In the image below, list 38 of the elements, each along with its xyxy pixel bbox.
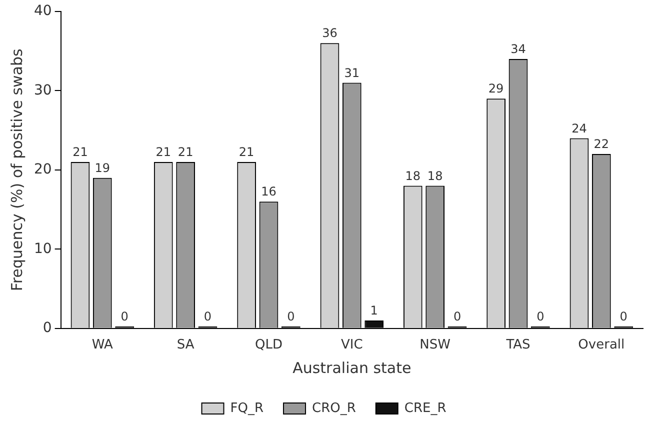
x-tick-label: VIC [341,338,363,353]
y-tick-label: 20 [34,162,52,178]
data-label: 19 [94,160,110,175]
data-label: 31 [344,66,360,80]
x-tick-label: NSW [420,338,451,353]
y-axis-title: Frequency (%) of positive swabs [8,48,26,292]
data-label: 21 [178,145,194,160]
data-label: 24 [572,121,587,136]
data-label: 0 [120,310,128,324]
x-tick-label: TAS [505,338,530,353]
x-tick-label: SA [176,338,194,353]
x-tick-label: WA [92,338,114,353]
data-label: 0 [536,310,544,324]
y-tick-label: 10 [34,240,52,257]
data-label: 1 [370,304,378,318]
data-label: 0 [620,310,628,324]
legend-label: CRO_R [312,400,356,416]
data-label: 16 [261,184,276,199]
x-tick-label: QLD [254,338,282,353]
y-tick-label: 30 [34,82,52,98]
x-tick-label: Overall [578,338,625,353]
data-label: 0 [453,310,462,324]
data-label: 22 [594,137,610,152]
data-label: 21 [72,145,88,160]
data-label: 36 [322,26,338,40]
legend-label: FQ_R [230,400,264,416]
data-label: 0 [287,310,295,324]
y-tick-label: 40 [34,3,52,20]
data-label: 21 [238,145,254,160]
data-label: 21 [156,145,172,160]
data-label: 0 [204,310,212,324]
data-label: 29 [488,82,504,96]
data-label: 18 [405,168,421,183]
legend-label: CRE_R [404,400,446,416]
data-label: 18 [427,168,443,183]
y-tick-label: 0 [42,320,52,336]
x-axis-title: Australian state [292,358,412,377]
data-label: 34 [510,42,526,56]
